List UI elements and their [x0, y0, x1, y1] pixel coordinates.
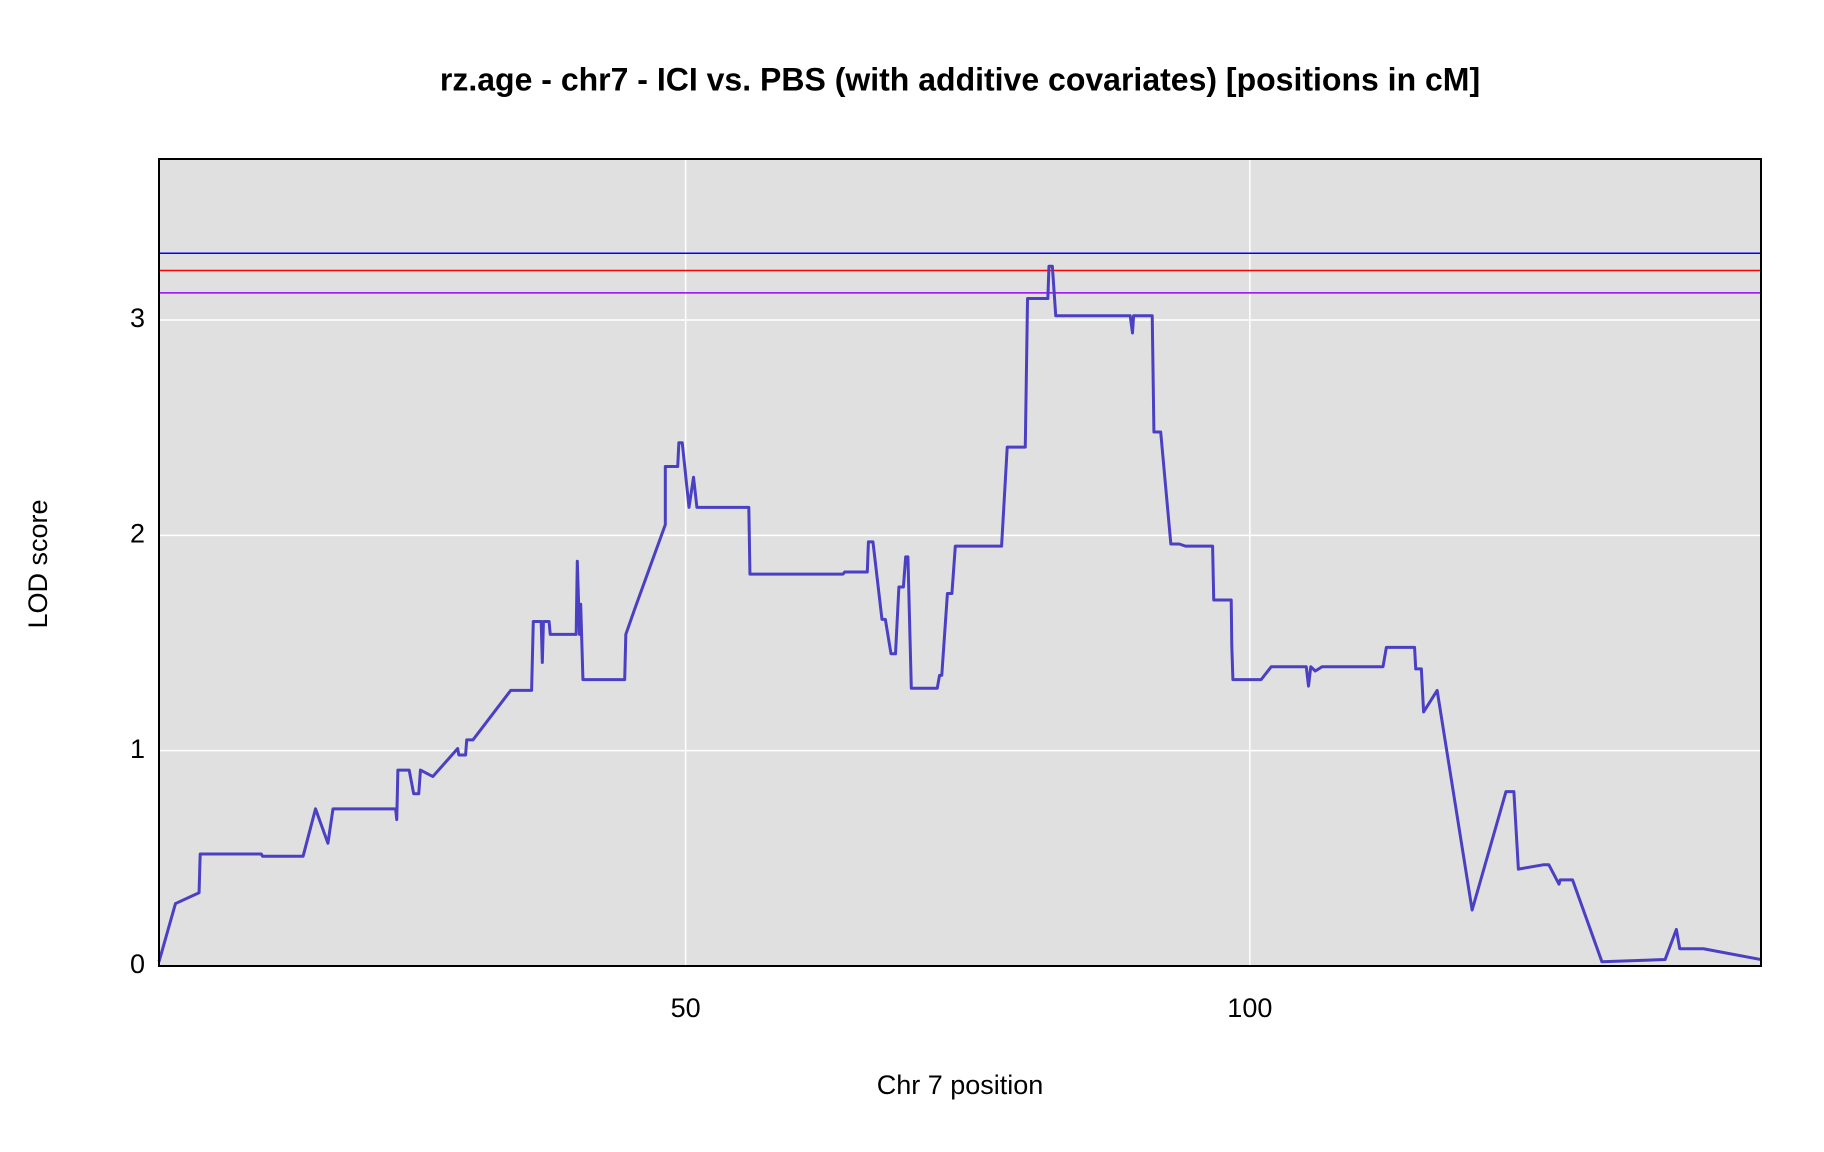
x-tick-label: 100	[1227, 993, 1272, 1023]
y-axis-label: LOD score	[23, 499, 53, 628]
chart-title: rz.age - chr7 - ICI vs. PBS (with additi…	[440, 61, 1480, 97]
x-tick-label: 50	[671, 993, 701, 1023]
lod-line	[157, 264, 1762, 964]
y-tick-label: 0	[130, 949, 145, 979]
y-tick-label: 3	[130, 303, 145, 333]
y-tick-label: 2	[130, 518, 145, 548]
plot-frame	[158, 158, 1762, 967]
plot-background	[159, 159, 1761, 966]
y-tick-label: 1	[130, 734, 145, 764]
x-axis-label: Chr 7 position	[877, 1070, 1044, 1100]
